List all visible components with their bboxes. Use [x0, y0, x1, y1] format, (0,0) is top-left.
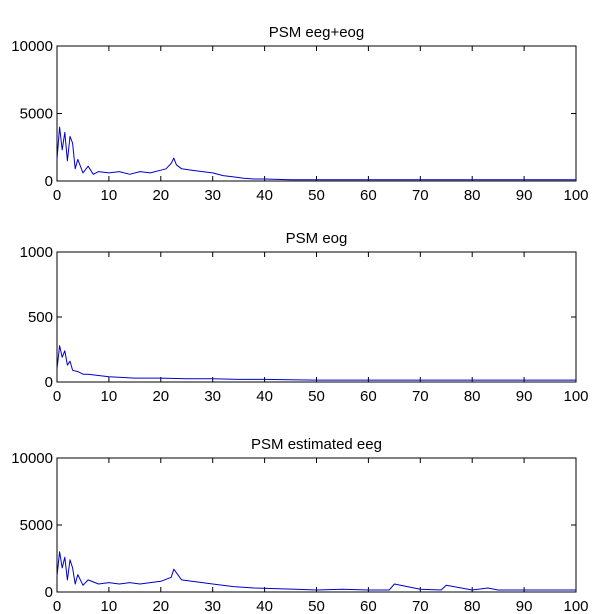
x-tick-label: 50	[308, 598, 325, 614]
x-tick-label: 10	[101, 598, 118, 614]
y-tick-label: 5000	[20, 517, 53, 534]
x-tick-label: 80	[464, 598, 481, 614]
x-tick-label: 60	[360, 598, 377, 614]
x-tick-label: 0	[53, 388, 61, 405]
chart-title: PSM estimated eeg	[251, 436, 382, 453]
axes-box	[56, 45, 577, 182]
x-tick-label: 90	[516, 187, 533, 204]
x-tick-label: 0	[53, 598, 61, 614]
y-tick-label: 10000	[11, 38, 53, 55]
series-line	[56, 126, 576, 181]
chart-title: PSM eeg+eog	[269, 24, 365, 41]
y-tick-label: 10000	[11, 450, 53, 467]
x-tick-label: 60	[360, 388, 377, 405]
x-tick-label: 30	[204, 388, 221, 405]
y-tick-label: 500	[28, 309, 53, 326]
x-tick-label: 50	[308, 187, 325, 204]
subplot-psm-eeg-eog: PSM eeg+eog 0 10 20 30 40 50 60 70 80 90 100 0 5000 10…	[11, 24, 588, 204]
x-tick-label: 10	[101, 388, 118, 405]
x-tick-label: 70	[412, 388, 429, 405]
x-tick-label: 70	[412, 598, 429, 614]
x-tick-label: 20	[152, 187, 169, 204]
y-tick-label: 5000	[20, 106, 53, 123]
x-tick-label: 30	[204, 187, 221, 204]
x-tick-label: 40	[256, 598, 273, 614]
x-tick-label: 80	[464, 187, 481, 204]
x-tick-label: 50	[308, 388, 325, 405]
x-tick-label: 100	[563, 388, 588, 405]
x-tick-label: 40	[256, 388, 273, 405]
x-tick-label: 100	[563, 598, 588, 614]
x-tick-label: 0	[53, 187, 61, 204]
x-tick-label: 30	[204, 598, 221, 614]
axes-box	[56, 457, 577, 593]
x-tick-label: 70	[412, 187, 429, 204]
series-line	[56, 551, 576, 591]
x-tick-label: 40	[256, 187, 273, 204]
y-tick-label: 0	[45, 374, 53, 391]
y-tick-label: 1000	[20, 244, 53, 261]
x-tick-label: 60	[360, 187, 377, 204]
x-tick-label: 20	[152, 598, 169, 614]
x-tick-label: 80	[464, 388, 481, 405]
axes-box	[56, 251, 577, 383]
y-tick-label: 0	[45, 173, 53, 190]
chart-title: PSM eog	[286, 230, 348, 247]
x-tick-label: 90	[516, 598, 533, 614]
y-tick-label: 0	[45, 584, 53, 601]
x-tick-label: 10	[101, 187, 118, 204]
x-tick-label: 90	[516, 388, 533, 405]
series-line	[56, 345, 576, 381]
x-tick-label: 20	[152, 388, 169, 405]
x-tick-label: 100	[563, 187, 588, 204]
